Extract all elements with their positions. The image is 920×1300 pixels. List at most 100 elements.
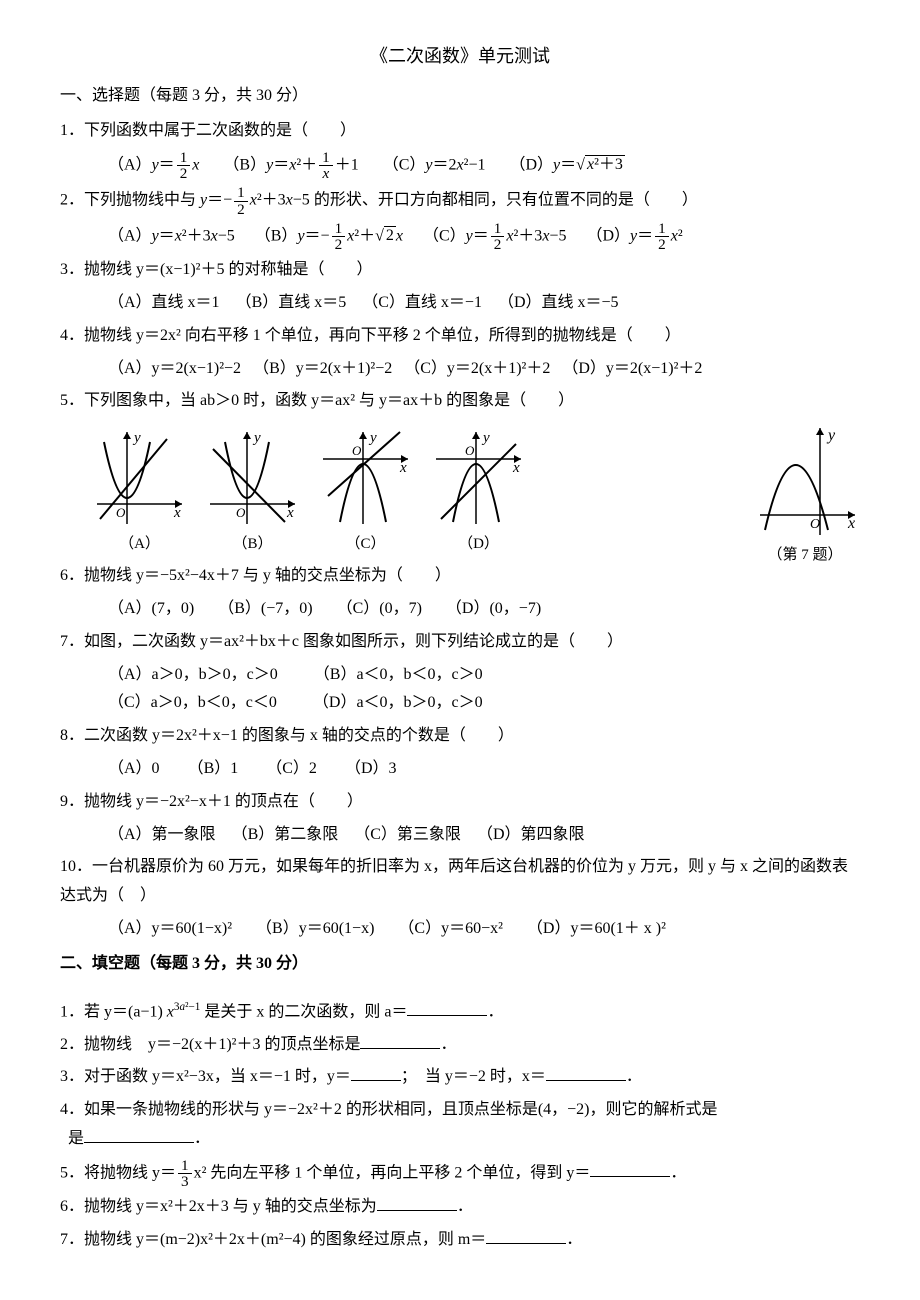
graph-C-label: （C） <box>318 531 413 558</box>
graph-C: y O x （C） <box>318 424 413 558</box>
fill-q7: 7．抛物线 y＝(m−2)x²＋2x＋(m²−4) 的图象经过原点，则 m＝． <box>60 1226 860 1255</box>
q9-A: （A）第一象限 <box>108 826 216 843</box>
fill-q2-end: ． <box>440 1036 456 1053</box>
svg-text:y: y <box>826 427 836 444</box>
fill-q6-end: ． <box>457 1198 473 1215</box>
q5-graphs: y O x （A） y O x （B） y O <box>92 424 740 558</box>
q10-options: （A）y＝60(1−x)² （B）y＝60(1−x) （C）y＝60−x² （D… <box>60 915 860 944</box>
fill-q3-b: ； 当 y＝−2 时，x＝ <box>401 1068 546 1085</box>
q1-A: （A） <box>108 156 152 173</box>
fill-q4-a: 4．如果一条抛物线的形状与 y＝−2x²＋2 的形状相同，且顶点坐标是(4，−2… <box>60 1101 718 1118</box>
q9-D: （D）第四象限 <box>477 826 585 843</box>
blank-input[interactable] <box>407 999 487 1016</box>
fill-q7-text: 7．抛物线 y＝(m−2)x²＋2x＋(m²−4) 的图象经过原点，则 m＝ <box>60 1231 486 1248</box>
blank-input[interactable] <box>351 1064 401 1081</box>
svg-text:x: x <box>847 515 855 532</box>
q7-D: （D）a＜0，b＞0，c＞0 <box>313 694 483 711</box>
q2-stem-pre: 2．下列抛物线中与 <box>60 192 200 209</box>
q1-D: （D） <box>509 156 553 173</box>
q9-options: （A）第一象限 （B）第二象限 （C）第三象限 （D）第四象限 <box>60 821 860 850</box>
q8-A: （A）0 <box>108 760 160 777</box>
q4-B: （B）y＝2(x＋1)²−2 <box>253 360 392 377</box>
graph-A: y O x （A） <box>92 424 187 558</box>
svg-text:O: O <box>810 517 820 532</box>
svg-text:O: O <box>465 443 475 458</box>
graph-B-label: （B） <box>205 531 300 558</box>
q6-C: （C）(0，7) <box>337 600 422 617</box>
q1-stem: 1．下列函数中属于二次函数的是（ ） <box>60 117 860 146</box>
fill-q3-a: 3．对于函数 y＝x²−3x，当 x＝−1 时，y＝ <box>60 1068 351 1085</box>
q7-parabola-graph: y O x <box>750 420 860 540</box>
fill-q3-end: ． <box>626 1068 642 1085</box>
blank-input[interactable] <box>360 1032 440 1049</box>
q7-C: （C）a＞0，b＜0，c＜0 <box>108 694 277 711</box>
q4-A: （A）y＝2(x−1)²−2 <box>108 360 241 377</box>
svg-text:x: x <box>286 505 294 521</box>
q6-stem: 6．抛物线 y＝−5x²−4x＋7 与 y 轴的交点坐标为（ ） <box>60 562 860 591</box>
svg-text:y: y <box>368 430 377 446</box>
fill-q5-a: 5．将抛物线 y＝ <box>60 1164 176 1181</box>
q8-options: （A）0 （B）1 （C）2 （D）3 <box>60 755 860 784</box>
q6-options: （A）(7，0) （B）(−7，0) （C）(0，7) （D）(0，−7) <box>60 595 860 624</box>
blank-input[interactable] <box>377 1194 457 1211</box>
svg-text:y: y <box>132 430 141 446</box>
q1-options: （A）y＝12x （B）y＝x²＋1x＋1 （C）y＝2x²−1 （D）y＝√x… <box>60 150 860 181</box>
q10-C: （C）y＝60−x² <box>398 920 503 937</box>
q7-A: （A）a＞0，b＞0，c＞0 <box>108 666 278 683</box>
svg-text:O: O <box>352 443 362 458</box>
blank-input[interactable] <box>590 1160 670 1177</box>
q7-options: （A）a＞0，b＞0，c＞0 （B）a＜0，b＜0，c＞0 （C）a＞0，b＜0… <box>60 661 860 719</box>
q9-B: （B）第二象限 <box>232 826 339 843</box>
q10-D: （D）y＝60(1＋ x )² <box>527 920 666 937</box>
q2-C: （C） <box>423 227 466 244</box>
svg-text:y: y <box>481 430 490 446</box>
q7-stem: 7．如图，二次函数 y＝ax²＋bx＋c 图象如图所示，则下列结论成立的是（ ） <box>60 628 860 657</box>
fill-q1-end: ． <box>487 1003 503 1020</box>
fill-q6-text: 6．抛物线 y＝x²＋2x＋3 与 y 轴的交点坐标为 <box>60 1198 377 1215</box>
q6-B: （B）(−7，0) <box>218 600 312 617</box>
svg-text:x: x <box>173 505 181 521</box>
graph-D-label: （D） <box>431 531 526 558</box>
fill-q2: 2．抛物线 y＝−2(x＋1)²＋3 的顶点坐标是 ． <box>60 1031 860 1060</box>
svg-text:O: O <box>236 505 246 520</box>
blank-input[interactable] <box>84 1126 194 1143</box>
fill-q4: 4．如果一条抛物线的形状与 y＝−2x²＋2 的形状相同，且顶点坐标是(4，−2… <box>60 1096 860 1154</box>
q3-C: （C）直线 x＝−1 <box>362 294 482 311</box>
svg-text:x: x <box>399 460 407 476</box>
q4-stem: 4．抛物线 y＝2x² 向右平移 1 个单位，再向下平移 2 个单位，所得到的抛… <box>60 322 860 351</box>
fill-q5-end: ． <box>670 1164 686 1181</box>
q4-options: （A）y＝2(x−1)²−2 （B）y＝2(x＋1)²−2 （C）y＝2(x＋1… <box>60 355 860 384</box>
q4-D: （D）y＝2(x−1)²＋2 <box>562 360 702 377</box>
q6-D: （D）(0，−7) <box>446 600 541 617</box>
graph-B: y O x （B） <box>205 424 300 558</box>
section-2-heading: 二、填空题（每题 3 分，共 30 分） <box>60 950 860 979</box>
graph-D: y O x （D） <box>431 424 526 558</box>
q8-B: （B）1 <box>188 760 239 777</box>
fill-q6: 6．抛物线 y＝x²＋2x＋3 与 y 轴的交点坐标为 ． <box>60 1193 860 1222</box>
q10-A: （A）y＝60(1−x)² <box>108 920 232 937</box>
q3-A: （A）直线 x＝1 <box>108 294 220 311</box>
q3-D: （D）直线 x＝−5 <box>498 294 619 311</box>
q8-stem: 8．二次函数 y＝2x²＋x−1 的图象与 x 轴的交点的个数是（ ） <box>60 722 860 751</box>
svg-text:O: O <box>116 505 126 520</box>
fill-q1-post: 是关于 x 的二次函数，则 a＝ <box>200 1003 407 1020</box>
q2-A: （A） <box>108 227 152 244</box>
svg-text:x: x <box>512 460 520 476</box>
q3-B: （B）直线 x＝5 <box>236 294 347 311</box>
q1-C: （C） <box>383 156 426 173</box>
page-title: 《二次函数》单元测试 <box>60 40 860 72</box>
q1-B: （B） <box>223 156 266 173</box>
svg-text:y: y <box>252 430 261 446</box>
q10-stem: 10．一台机器原价为 60 万元，如果每年的折旧率为 x，两年后这台机器的价位为… <box>60 853 860 911</box>
q3-options: （A）直线 x＝1 （B）直线 x＝5 （C）直线 x＝−1 （D）直线 x＝−… <box>60 289 860 318</box>
q7-figure: y O x （第 7 题） <box>750 420 860 569</box>
q2-options: （A）y＝x²＋3x−5 （B）y＝−12x²＋√2x （C）y＝12x²＋3x… <box>60 221 860 252</box>
section-1-heading: 一、选择题（每题 3 分，共 30 分） <box>60 82 860 111</box>
fill-q5-b: x² 先向左平移 1 个单位，再向上平移 2 个单位，得到 y＝ <box>194 1164 591 1181</box>
q6-A: （A）(7，0) <box>108 600 194 617</box>
q7-B: （B）a＜0，b＜0，c＞0 <box>314 666 483 683</box>
blank-input[interactable] <box>546 1064 626 1081</box>
blank-input[interactable] <box>486 1227 566 1244</box>
q5-stem: 5．下列图象中，当 ab＞0 时，函数 y＝ax² 与 y＝ax＋b 的图象是（… <box>60 387 860 416</box>
fill-q2-text: 2．抛物线 y＝−2(x＋1)²＋3 的顶点坐标是 <box>60 1036 360 1053</box>
